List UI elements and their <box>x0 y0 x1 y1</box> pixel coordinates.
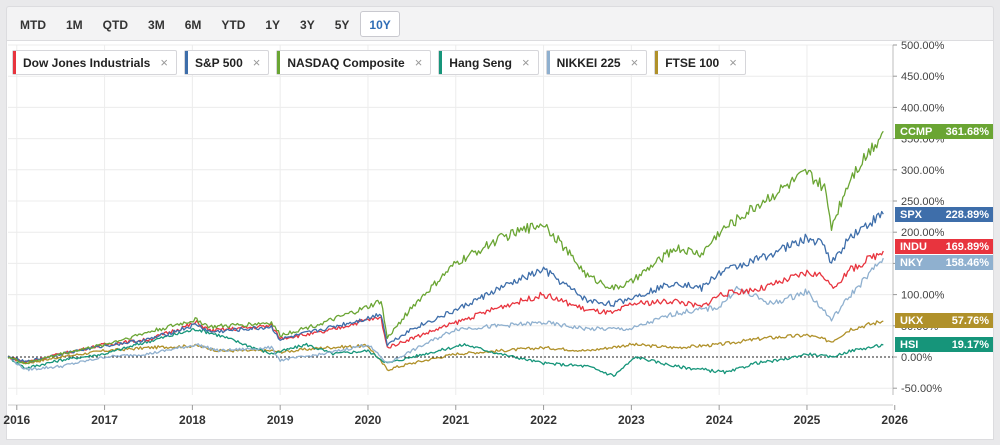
y-tick-label: 450.00% <box>901 71 945 83</box>
y-tick-label: 300.00% <box>901 165 945 177</box>
legend-item-hsi[interactable]: Hang Seng × <box>438 50 539 75</box>
end-label-indu: INDU 169.89% <box>895 239 993 254</box>
legend-label: NIKKEI 225 <box>556 55 621 70</box>
x-tick-label: 2025 <box>794 413 821 427</box>
y-tick-label: 250.00% <box>901 196 945 208</box>
close-icon[interactable]: × <box>630 55 639 70</box>
legend-swatch <box>655 51 659 74</box>
end-label-value: 169.89% <box>946 241 990 253</box>
series-line-spx[interactable] <box>7 210 884 363</box>
legend-label: Hang Seng <box>449 55 512 70</box>
legend-item-nky[interactable]: NIKKEI 225 × <box>545 50 648 75</box>
series-line-hsi[interactable] <box>7 328 884 377</box>
y-tick-label: 400.00% <box>901 102 945 114</box>
chart-panel <box>6 40 994 440</box>
range-button-3y[interactable]: 3Y <box>291 11 324 37</box>
end-label-hsi: HSI 19.17% <box>895 337 993 352</box>
range-button-mtd[interactable]: MTD <box>11 11 55 37</box>
x-tick-label: 2022 <box>530 413 557 427</box>
end-label-code: CCMP <box>900 126 932 138</box>
end-label-code: INDU <box>900 241 927 253</box>
x-tick-label: 2021 <box>442 413 469 427</box>
legend-item-spx[interactable]: S&P 500 × <box>183 50 270 75</box>
range-button-6m[interactable]: 6M <box>176 11 211 37</box>
legend-swatch <box>13 51 16 74</box>
legend-swatch <box>439 51 443 74</box>
end-label-spx: SPX 228.89% <box>895 207 993 222</box>
y-tick-label: -50.00% <box>901 383 942 395</box>
range-button-1m[interactable]: 1M <box>57 11 92 37</box>
series-line-ccmp[interactable] <box>7 130 884 365</box>
y-tick-label: 200.00% <box>901 227 945 239</box>
end-label-nky: NKY 158.46% <box>895 255 993 270</box>
legend: Dow Jones Industrials × S&P 500 × NASDAQ Com… <box>12 50 746 75</box>
legend-item-indu[interactable]: Dow Jones Industrials × <box>12 50 177 75</box>
range-toolbar: MTD 1M QTD 3M 6M YTD 1Y 3Y 5Y 10Y <box>6 6 994 40</box>
x-tick-label: 2016 <box>3 413 30 427</box>
end-label-value: 19.17% <box>952 339 990 351</box>
legend-swatch <box>184 51 188 74</box>
end-label-code: SPX <box>900 209 923 221</box>
end-label-value: 228.89% <box>946 209 990 221</box>
end-label-code: HSI <box>900 339 918 351</box>
grid <box>8 44 893 395</box>
range-button-5y[interactable]: 5Y <box>326 11 359 37</box>
range-button-3m[interactable]: 3M <box>139 11 174 37</box>
y-tick-label: 500.00% <box>901 40 945 52</box>
x-tick-label: 2018 <box>179 413 206 427</box>
legend-swatch <box>277 51 281 74</box>
x-tick-label: 2017 <box>91 413 118 427</box>
end-label-ukx: UKX 57.76% <box>895 313 993 328</box>
end-label-bg <box>895 313 993 328</box>
legend-item-ukx[interactable]: FTSE 100 × <box>654 50 746 75</box>
legend-label: S&P 500 <box>194 55 243 70</box>
range-button-10y[interactable]: 10Y <box>360 10 400 37</box>
legend-label: Dow Jones Industrials <box>23 55 151 70</box>
close-icon[interactable]: × <box>729 55 737 70</box>
end-label-value: 57.76% <box>952 315 990 327</box>
end-label-bg <box>895 239 993 254</box>
legend-swatch <box>546 51 550 74</box>
x-tick-label: 2023 <box>618 413 645 427</box>
close-icon[interactable]: × <box>252 55 261 70</box>
x-tick-label: 2024 <box>706 413 733 427</box>
x-tick-label: 2019 <box>267 413 294 427</box>
end-label-bg <box>895 207 993 222</box>
series-line-indu[interactable] <box>7 250 884 364</box>
end-label-bg <box>895 337 993 352</box>
close-icon[interactable]: × <box>160 55 168 70</box>
legend-label: FTSE 100 <box>665 55 720 70</box>
end-label-bg <box>895 124 993 139</box>
end-label-value: 158.46% <box>946 257 990 269</box>
series-line-nky[interactable] <box>7 257 884 372</box>
end-label-bg <box>895 255 993 270</box>
legend-item-ccmp[interactable]: NASDAQ Composite × <box>276 50 432 75</box>
y-tick-label: 0.00% <box>901 352 932 364</box>
end-label-code: UKX <box>900 315 924 327</box>
end-label-ccmp: CCMP 361.68% <box>895 124 993 139</box>
close-icon[interactable]: × <box>414 55 423 70</box>
range-button-qtd[interactable]: QTD <box>94 11 137 37</box>
y-tick-label: 100.00% <box>901 290 945 302</box>
close-icon[interactable]: × <box>521 55 530 70</box>
x-tick-label: 2026 <box>881 413 908 427</box>
end-label-value: 361.68% <box>946 126 990 138</box>
range-button-1y[interactable]: 1Y <box>256 11 289 37</box>
x-tick-label: 2020 <box>355 413 382 427</box>
series-line-ukx[interactable] <box>7 320 884 372</box>
range-button-ytd[interactable]: YTD <box>212 11 254 37</box>
legend-label: NASDAQ Composite <box>287 55 405 70</box>
end-label-code: NKY <box>900 257 924 269</box>
